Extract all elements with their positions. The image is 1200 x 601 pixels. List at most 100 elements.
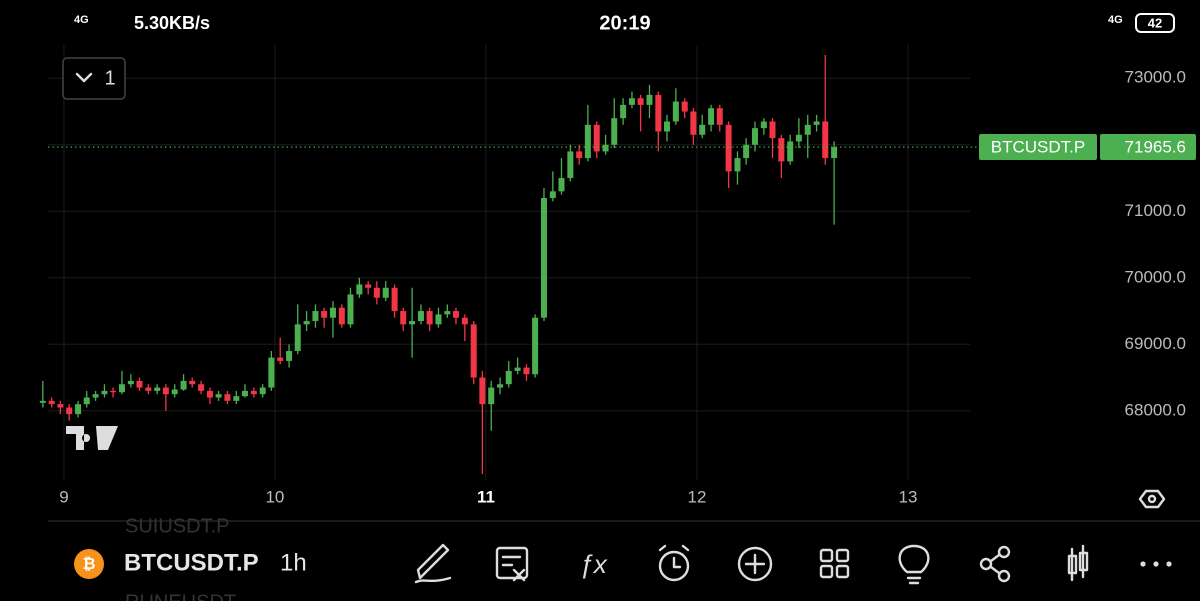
symbol[interactable]: BTCUSDT.P — [124, 549, 259, 576]
y-tick-label: 73000.0 — [1125, 68, 1186, 87]
candle-body — [435, 314, 442, 325]
layout-count: 1 — [104, 67, 115, 89]
chevron-icon — [75, 72, 93, 83]
candle-body — [206, 390, 213, 398]
candle-body — [250, 390, 257, 395]
y-tick-label: 70000.0 — [1125, 267, 1186, 286]
candle-body — [734, 158, 741, 172]
share-tool[interactable] — [979, 545, 1011, 583]
candle-body — [751, 128, 758, 145]
candle-body — [321, 311, 328, 318]
add-tool[interactable] — [737, 546, 773, 582]
candle-body — [831, 147, 838, 159]
candle-body — [787, 141, 794, 162]
candle-body — [294, 324, 301, 351]
candle-body — [532, 317, 539, 375]
candle-body — [39, 400, 46, 403]
candle-body — [690, 111, 697, 135]
candle-body — [215, 394, 222, 398]
candle-body — [417, 311, 424, 322]
candle-body — [646, 94, 653, 105]
more-menu[interactable] — [1140, 561, 1172, 567]
candle-body — [171, 389, 178, 395]
candle-body — [75, 404, 82, 415]
candle-body — [584, 124, 591, 159]
candle-body — [655, 94, 662, 132]
ghost-symbol: SUIUSDT.P — [125, 515, 229, 537]
draw-tool[interactable] — [414, 543, 452, 584]
interval[interactable]: 1h — [280, 549, 307, 576]
candle-body — [620, 104, 627, 119]
y-tick-label: 68000.0 — [1125, 400, 1186, 419]
y-tick-label: 71000.0 — [1125, 201, 1186, 220]
candle-body — [426, 311, 433, 325]
candle-body — [101, 390, 108, 395]
indicators-list[interactable] — [495, 546, 529, 582]
candle-body — [663, 121, 670, 132]
candle-body — [549, 191, 556, 198]
candle-body — [461, 317, 468, 325]
candle-body — [136, 380, 143, 388]
candle-body — [233, 396, 240, 401]
x-tick-label: 9 — [59, 487, 68, 506]
y-tick-label: 69000.0 — [1125, 334, 1186, 353]
candle-body — [628, 98, 635, 105]
tv-logo — [66, 426, 118, 450]
layout-button[interactable] — [62, 57, 126, 100]
candle-body — [347, 294, 354, 325]
candle-body — [813, 121, 820, 125]
candle-body — [672, 101, 679, 122]
candle-body — [277, 357, 284, 361]
candle-body — [409, 321, 416, 325]
price-tag — [1100, 134, 1196, 161]
candle-body — [567, 151, 574, 179]
chart-type-tool[interactable] — [1067, 544, 1089, 582]
candle-body — [602, 144, 609, 152]
candle-body — [822, 121, 829, 159]
x-tick-label: 10 — [265, 487, 284, 506]
candle-body — [804, 124, 811, 135]
x-tick-label: 12 — [687, 487, 706, 506]
candle-body — [743, 144, 750, 159]
settings-icon[interactable] — [1138, 489, 1166, 509]
candle-body — [611, 118, 618, 145]
candle-body — [576, 151, 583, 159]
candle-body — [241, 390, 248, 397]
candle-body — [716, 108, 723, 125]
candle-body — [444, 311, 451, 315]
functions-icon[interactable]: ƒx — [579, 549, 607, 579]
candle-body — [189, 380, 196, 385]
candle-body — [110, 390, 117, 393]
candle-body — [329, 307, 336, 318]
candle-body — [391, 287, 398, 312]
price-tag-symbol — [979, 134, 1097, 161]
candle-body — [760, 121, 767, 129]
candle-body — [127, 380, 134, 385]
candle-body — [162, 387, 169, 395]
candle-body — [514, 367, 521, 371]
candle-body — [497, 384, 504, 388]
candle-body — [66, 407, 73, 415]
battery — [1135, 13, 1175, 33]
candle-body — [637, 98, 644, 105]
network: 4G — [74, 14, 89, 26]
plot: 68000.069000.070000.071000.072000.073000… — [39, 45, 1196, 506]
candle-body — [382, 287, 389, 298]
candle-body — [268, 357, 275, 388]
candle-body — [708, 108, 715, 125]
candle-body — [92, 394, 99, 398]
ideas-tool[interactable] — [898, 544, 930, 585]
coin-icon — [74, 549, 104, 579]
candle-body — [400, 311, 407, 325]
candle-body — [505, 370, 512, 385]
candle-body — [180, 380, 187, 390]
layouts-tool[interactable] — [819, 548, 850, 579]
candle-body — [154, 387, 161, 391]
candle-body — [365, 284, 372, 288]
candle-body — [725, 124, 732, 172]
alert-tool[interactable] — [658, 544, 690, 582]
candle-body — [479, 377, 486, 405]
candle-body — [338, 307, 345, 325]
